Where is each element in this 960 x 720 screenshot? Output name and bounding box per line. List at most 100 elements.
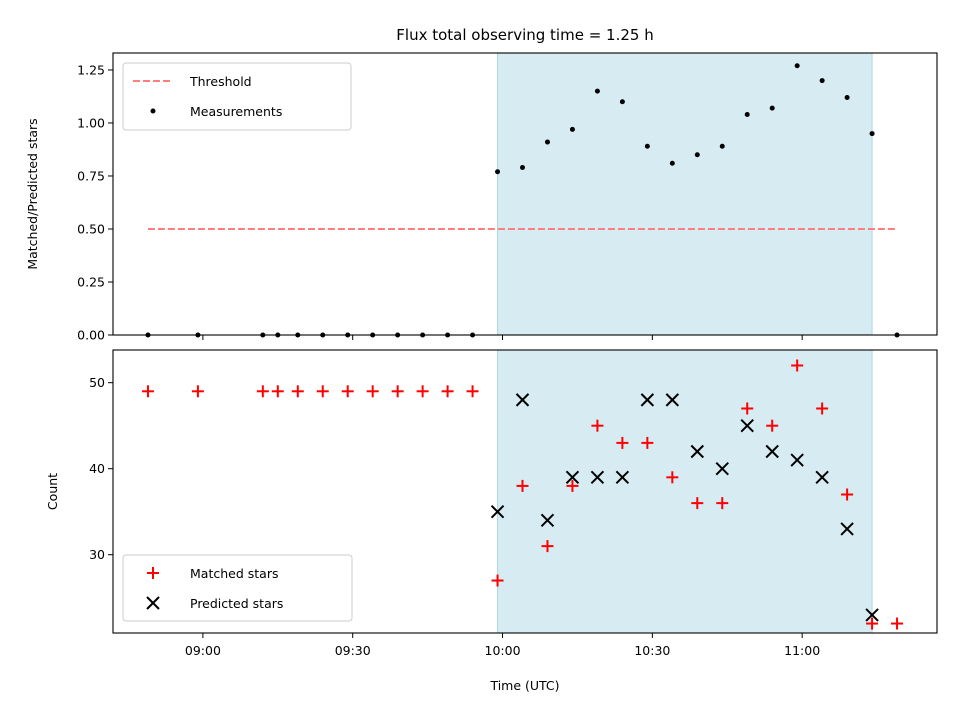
matched-stars-point (741, 402, 754, 415)
matched-stars-point (891, 617, 904, 630)
ratio-axes-frame (112, 52, 938, 336)
x-tick-label: 09:30 (335, 643, 371, 658)
predicted-stars-point (615, 470, 630, 485)
matched-stars-point (316, 385, 329, 398)
matched-stars-point (271, 385, 284, 398)
y-tick-label: 40 (89, 461, 105, 476)
matched-stars-point (866, 617, 879, 630)
matched-stars-point (491, 574, 504, 587)
y-tick-label: 30 (89, 547, 105, 562)
count-series-layer (141, 359, 904, 630)
matched-stars-point (256, 385, 269, 398)
matched-stars-point (816, 402, 829, 415)
matched-stars-point (416, 385, 429, 398)
matched-stars-point (541, 540, 554, 553)
matched-stars-point (641, 436, 654, 449)
measurement-point (694, 152, 700, 158)
y-tick-label: 0.00 (77, 328, 105, 343)
ratio-legend-box (122, 62, 352, 131)
predicted-stars-point (765, 444, 779, 459)
ratio-axis-ticks: 0.00 0.25 0.50 0.75 1.00 1.25 (77, 62, 803, 343)
matched-stars-point (616, 436, 629, 449)
predicted-stars-point (865, 608, 879, 622)
matched-stars-point (691, 497, 704, 510)
count-panel: 30 40 50 09:00 09:30 10:00 10:30 11:00 Count Ti… (45, 349, 938, 693)
ratio-y-axis-label: Matched/Predicted stars (25, 118, 40, 269)
measurement-point (619, 99, 625, 105)
y-tick-label: 0.75 (77, 168, 105, 183)
legend-predicted-label: Predicted stars (190, 596, 283, 611)
predicted-stars-point (715, 461, 729, 476)
y-tick-label: 1.00 (77, 115, 105, 130)
matched-stars-point (341, 385, 354, 398)
count-axes-frame (112, 349, 938, 634)
count-y-axis-label: Count (45, 473, 60, 510)
ratio-legend: Threshold Measurements (122, 62, 352, 131)
matched-stars-point (291, 385, 304, 398)
matched-stars-point (441, 385, 454, 398)
legend-predicted-swatch (146, 596, 160, 610)
count-axis-ticks: 30 40 50 09:00 09:30 10:00 10:30 11:00 (89, 375, 820, 658)
measurement-point (719, 143, 725, 149)
matched-stars-point (791, 359, 804, 372)
measurement-point (794, 63, 800, 69)
count-legend: Matched stars Predicted stars (122, 554, 353, 622)
matched-stars-point (191, 385, 204, 398)
measurement-point (594, 88, 600, 94)
x-tick-label: 11:00 (784, 643, 820, 658)
measurement-point (769, 105, 775, 111)
ratio-panel: 0.00 0.25 0.50 0.75 1.00 1.25 Matched/Predict… (25, 52, 938, 343)
predicted-stars-point (740, 418, 754, 433)
measurement-point (819, 78, 825, 84)
matched-stars-point (766, 419, 779, 432)
legend-matched-label: Matched stars (190, 566, 278, 581)
predicted-stars-point (640, 393, 655, 407)
predicted-stars-point (590, 470, 605, 485)
predicted-stars-point (790, 453, 804, 467)
measurement-point (495, 169, 501, 175)
x-tick-label: 10:30 (634, 643, 670, 658)
count-x-axis-label: Time (UTC) (489, 678, 559, 693)
ratio-shaded-span (497, 52, 873, 336)
matched-stars-point (516, 479, 529, 492)
matched-stars-point (841, 488, 854, 501)
predicted-stars-point (490, 505, 505, 519)
measurement-point (869, 131, 875, 137)
matched-stars-point (591, 419, 604, 432)
y-tick-label: 0.25 (77, 274, 105, 289)
matched-stars-point (366, 385, 379, 398)
x-tick-label: 10:00 (485, 643, 521, 658)
measurement-point (744, 111, 750, 117)
matched-stars-point (141, 385, 154, 398)
count-shaded-span (497, 349, 873, 634)
predicted-stars-point (540, 513, 555, 528)
predicted-stars-point (565, 470, 580, 485)
predicted-stars-point (815, 470, 829, 485)
y-tick-label: 1.25 (77, 62, 105, 77)
y-tick-label: 0.50 (77, 221, 105, 236)
y-tick-label: 50 (89, 375, 105, 390)
measurement-point (669, 160, 675, 166)
legend-matched-swatch (147, 567, 159, 579)
legend-threshold-label: Threshold (189, 74, 252, 89)
predicted-stars-point (515, 393, 530, 407)
predicted-stars-point (840, 522, 854, 536)
measurement-point (569, 126, 575, 132)
measurement-point (544, 139, 550, 145)
x-tick-label: 09:00 (185, 643, 221, 658)
matched-stars-point (391, 385, 404, 398)
predicted-stars-point (665, 393, 680, 407)
measurement-point (520, 164, 526, 170)
count-legend-box (122, 554, 353, 622)
matched-stars-point (466, 385, 479, 398)
measurement-point (644, 143, 650, 149)
measurement-point (844, 95, 850, 101)
legend-measurements-label: Measurements (190, 104, 282, 119)
matched-stars-point (716, 497, 729, 510)
chart-title: Flux total observing time = 1.25 h (396, 26, 653, 44)
legend-measurements-swatch (150, 108, 156, 114)
matched-stars-point (666, 471, 679, 484)
predicted-stars-point (690, 444, 704, 459)
matched-stars-point (566, 479, 579, 492)
